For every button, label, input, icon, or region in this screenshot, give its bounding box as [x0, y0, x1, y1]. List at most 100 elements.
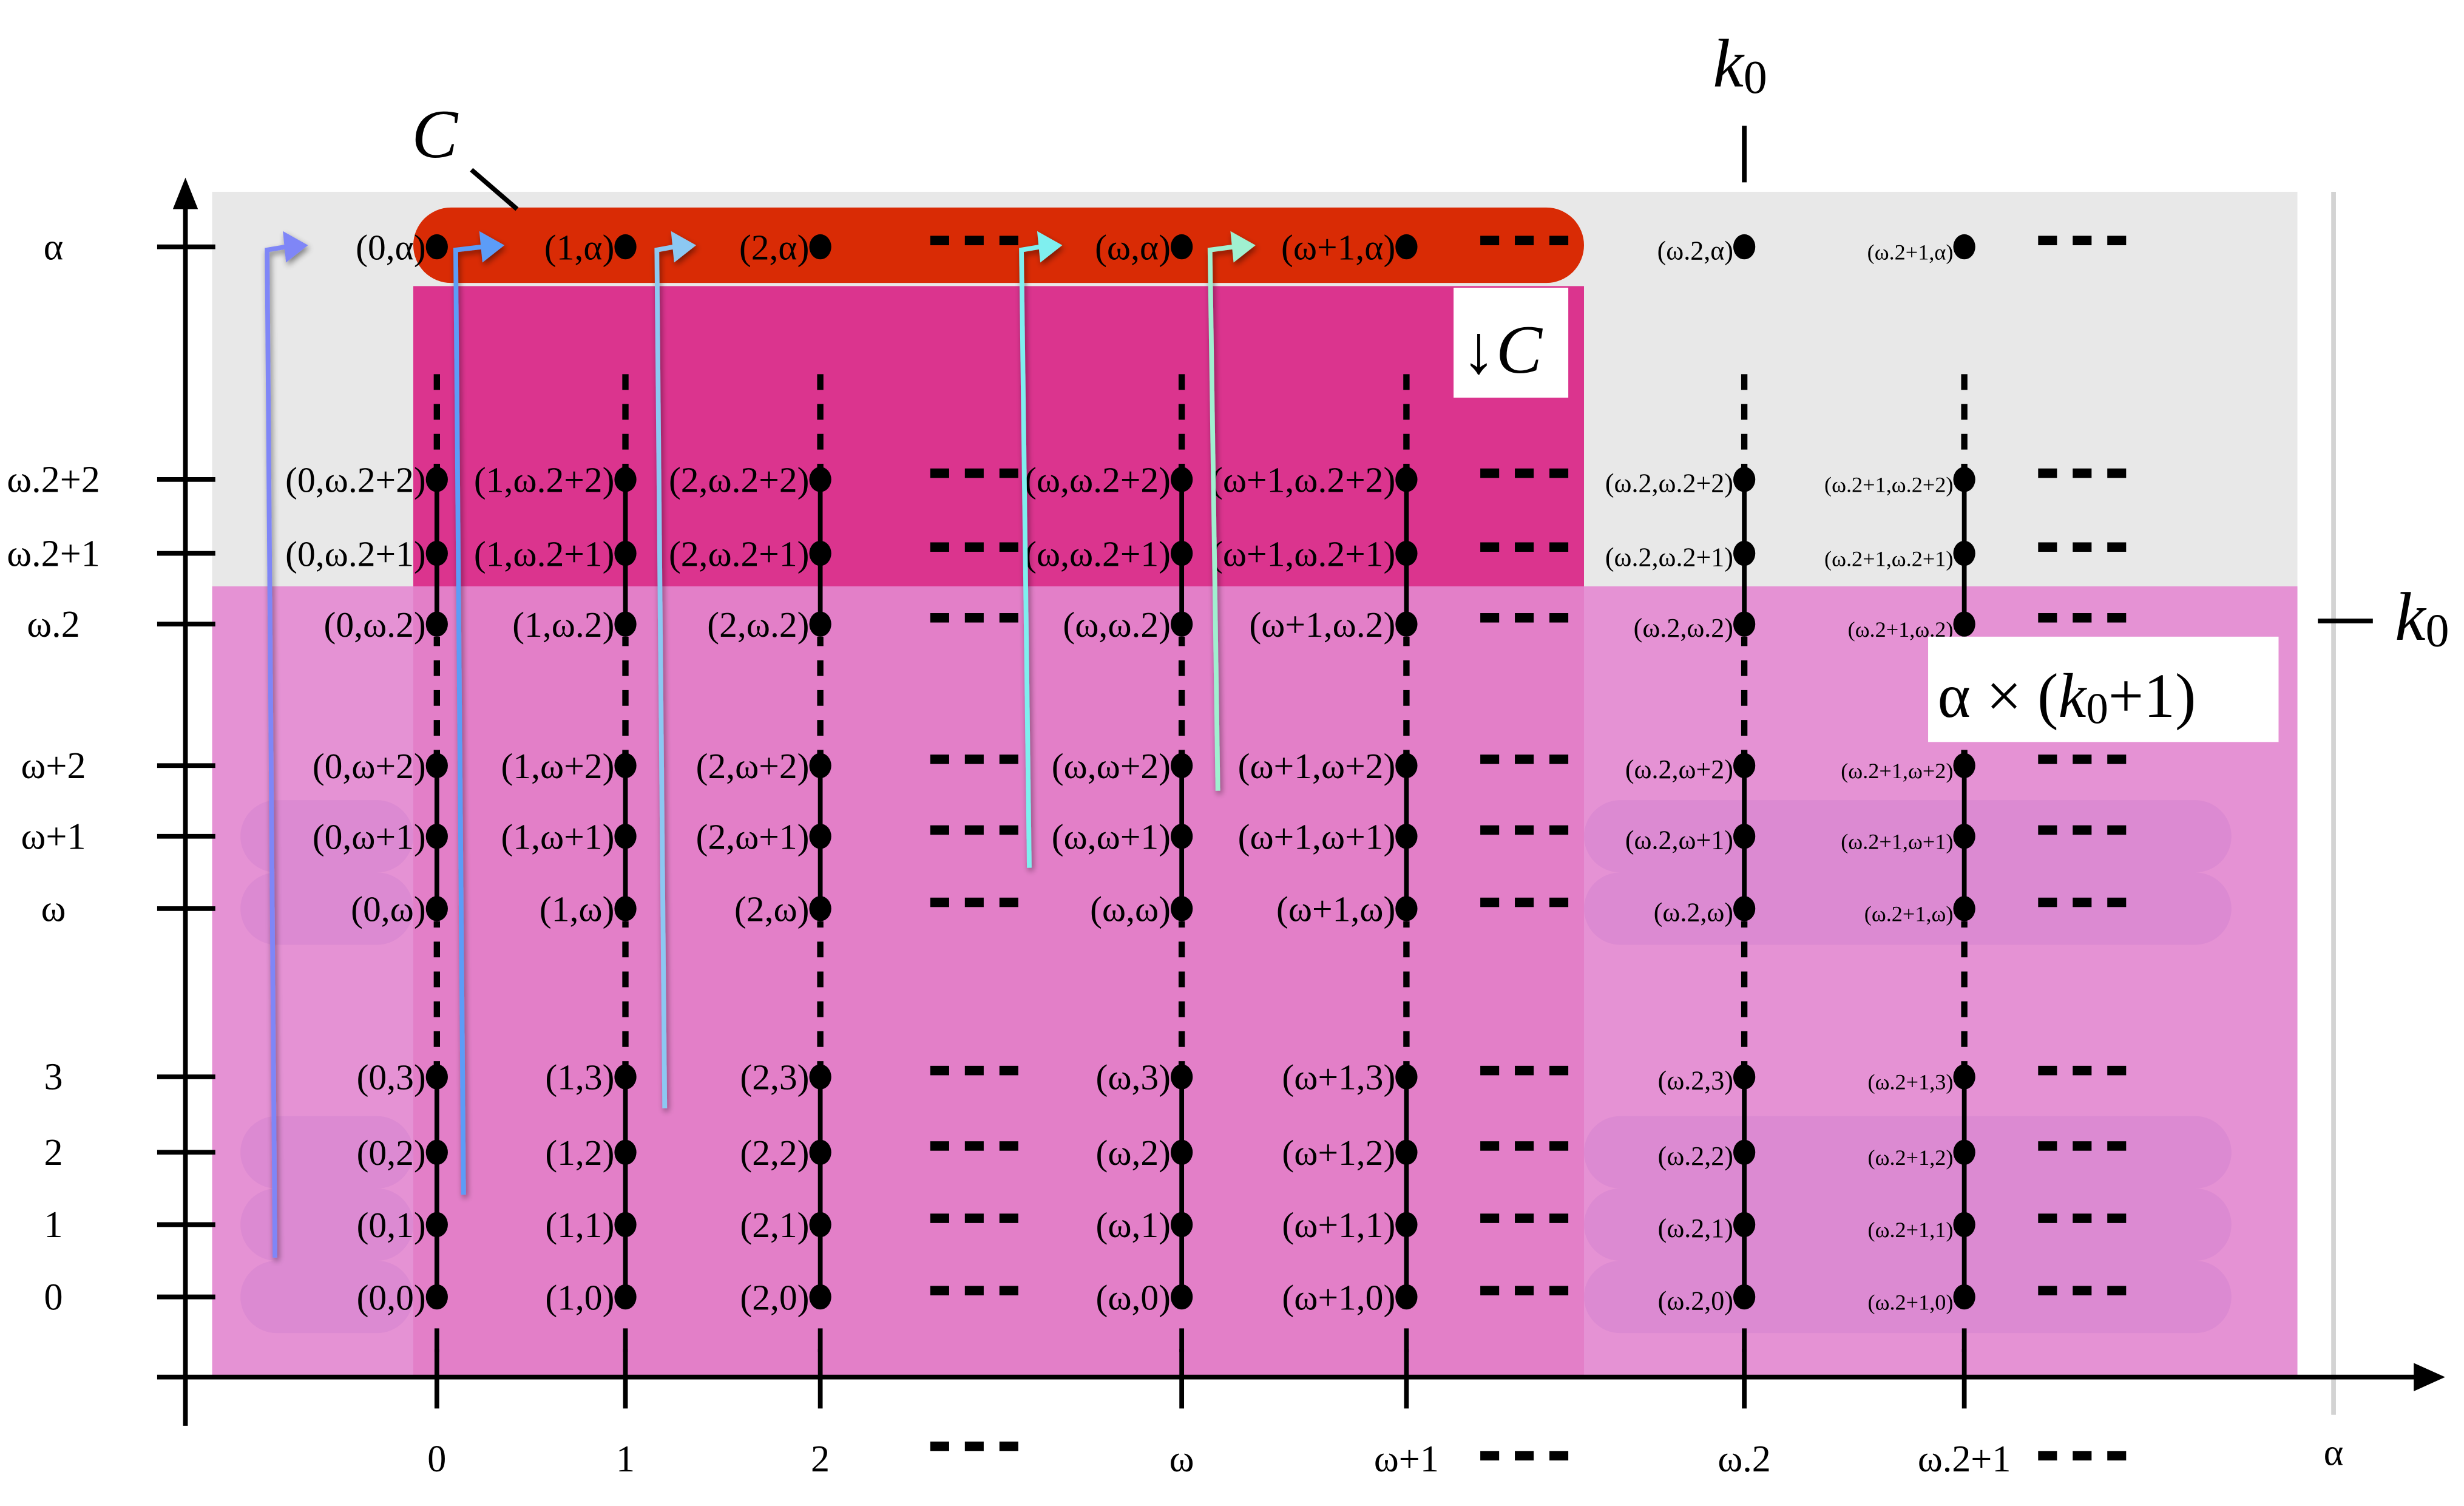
- point-label: (ω,ω+1): [1052, 816, 1171, 856]
- arrowhead: [479, 231, 505, 263]
- point-dot: [425, 540, 448, 566]
- row-ellipsis: [2073, 897, 2092, 907]
- point-label: (0,ω+2): [313, 746, 426, 786]
- point-label: (ω+1,0): [1282, 1277, 1395, 1317]
- point-label: (ω.2+1,2): [1868, 1145, 1954, 1170]
- x-tick-label: ω: [1169, 1439, 1194, 1480]
- point-dot: [1733, 234, 1756, 260]
- point-label: (1,ω.2): [512, 605, 614, 645]
- point-label: (ω,ω.2+1): [1024, 534, 1171, 574]
- point-dot: [1171, 753, 1193, 778]
- point-dot: [614, 1212, 637, 1238]
- row-ellipsis: [930, 1286, 949, 1295]
- point-label: (ω.2,1): [1658, 1213, 1733, 1243]
- point-label: (ω,2): [1096, 1133, 1171, 1173]
- arrow-shaft: [1207, 244, 1234, 791]
- point-label: (2,0): [740, 1277, 809, 1317]
- point-label: (ω.2,3): [1658, 1066, 1733, 1096]
- row-ellipsis: [999, 1065, 1018, 1076]
- row-ellipsis: [1515, 542, 1534, 552]
- row-ellipsis: [1515, 897, 1534, 907]
- point-dot: [1171, 234, 1193, 260]
- point-label: (ω.2+1,3): [1868, 1070, 1954, 1094]
- row-ellipsis: [2073, 825, 2092, 835]
- product-prefix: α × (: [1938, 662, 2059, 731]
- row-ellipsis: [1515, 1213, 1534, 1223]
- point-label: (ω.2,ω.2+1): [1605, 542, 1733, 572]
- point-label: (ω.2,ω.2): [1634, 613, 1733, 643]
- row-ellipsis: [2038, 1065, 2057, 1076]
- point-dot: [1733, 611, 1756, 637]
- point-label: (2,2): [740, 1133, 809, 1173]
- point-label: (0,0): [357, 1277, 426, 1317]
- point-label: (1,1): [545, 1205, 614, 1245]
- point-dot: [1953, 896, 1975, 921]
- point-label: (ω,ω): [1090, 889, 1171, 929]
- row-ellipsis: [2073, 1213, 2092, 1223]
- point-label: (0,ω+1): [313, 816, 426, 856]
- point-label: (ω.2,ω.2+2): [1605, 469, 1733, 498]
- row-ellipsis: [1515, 468, 1534, 478]
- point-dot: [614, 824, 637, 849]
- row-ellipsis: [964, 1141, 984, 1151]
- point-label: (ω.2,α): [1657, 236, 1733, 265]
- point-dot: [1395, 1284, 1418, 1310]
- product-label: α × (k0+1): [1938, 662, 2196, 733]
- row-ellipsis: [1515, 825, 1534, 835]
- row-ellipsis: [2073, 613, 2092, 623]
- row-ellipsis: [2038, 1141, 2057, 1151]
- ellipsis-marks: [930, 236, 2127, 1295]
- point-label: (0,ω.2+2): [285, 460, 426, 500]
- row-highlight-left: [240, 1260, 413, 1334]
- arrowhead: [671, 231, 697, 263]
- successor-arrows: [265, 231, 1256, 1258]
- point-label: (1,0): [545, 1277, 614, 1317]
- point-label: (1,2): [545, 1133, 614, 1173]
- row-ellipsis: [999, 1141, 1018, 1151]
- row-ellipsis: [2073, 755, 2092, 764]
- row-ellipsis: [930, 236, 949, 246]
- point-label: (1,ω+2): [501, 746, 615, 786]
- point-label: (ω.2,ω+2): [1625, 755, 1733, 784]
- point-label: (ω.2+1,ω): [1864, 902, 1954, 926]
- row-ellipsis: [1480, 897, 1500, 907]
- row-ellipsis: [2073, 1286, 2092, 1295]
- row-ellipsis: [2107, 1141, 2127, 1151]
- point-dot: [1395, 896, 1418, 921]
- point-dot: [1953, 234, 1975, 260]
- point-dot: [1395, 753, 1418, 778]
- point-dot: [614, 753, 637, 778]
- row-ellipsis: [2038, 613, 2057, 623]
- C-set-band: [413, 207, 1584, 283]
- point-dot: [1171, 1139, 1193, 1165]
- point-dot: [1953, 467, 1975, 492]
- product-k: k: [2059, 662, 2088, 731]
- point-dot: [614, 611, 637, 637]
- row-ellipsis: [1515, 1286, 1534, 1295]
- row-ellipsis: [930, 825, 949, 835]
- row-ellipsis: [1480, 468, 1500, 478]
- point-label: (2,ω+2): [696, 746, 810, 786]
- point-label: (2,ω.2+2): [669, 460, 810, 500]
- x-axis-ellipsis: [2107, 1451, 2127, 1460]
- point-labels: (0,0) (1,0) (2,0) (ω,0) (ω+1,0) (ω.2,0) (ω.2+1…: [285, 227, 1975, 1317]
- point-label: (2,3): [740, 1057, 809, 1097]
- y-tick-label: ω: [41, 889, 66, 930]
- row-ellipsis: [1549, 755, 1569, 764]
- row-ellipsis: [1549, 613, 1569, 623]
- point-label: (ω,ω.2): [1063, 605, 1171, 645]
- point-dot: [1171, 1284, 1193, 1310]
- point-label: (1,3): [545, 1057, 614, 1097]
- point-dot: [1395, 467, 1418, 492]
- point-dot: [1171, 824, 1193, 849]
- point-dot: [614, 896, 637, 921]
- successor-arrow: [453, 231, 505, 1195]
- point-dot: [1171, 1212, 1193, 1238]
- point-label: (1,α): [544, 227, 615, 267]
- row-ellipsis: [2073, 542, 2092, 552]
- down-C-region: [413, 286, 1584, 586]
- arrow-shaft: [453, 244, 483, 1195]
- point-dot: [809, 540, 831, 566]
- row-ellipsis: [930, 542, 949, 552]
- point-dot: [809, 753, 831, 778]
